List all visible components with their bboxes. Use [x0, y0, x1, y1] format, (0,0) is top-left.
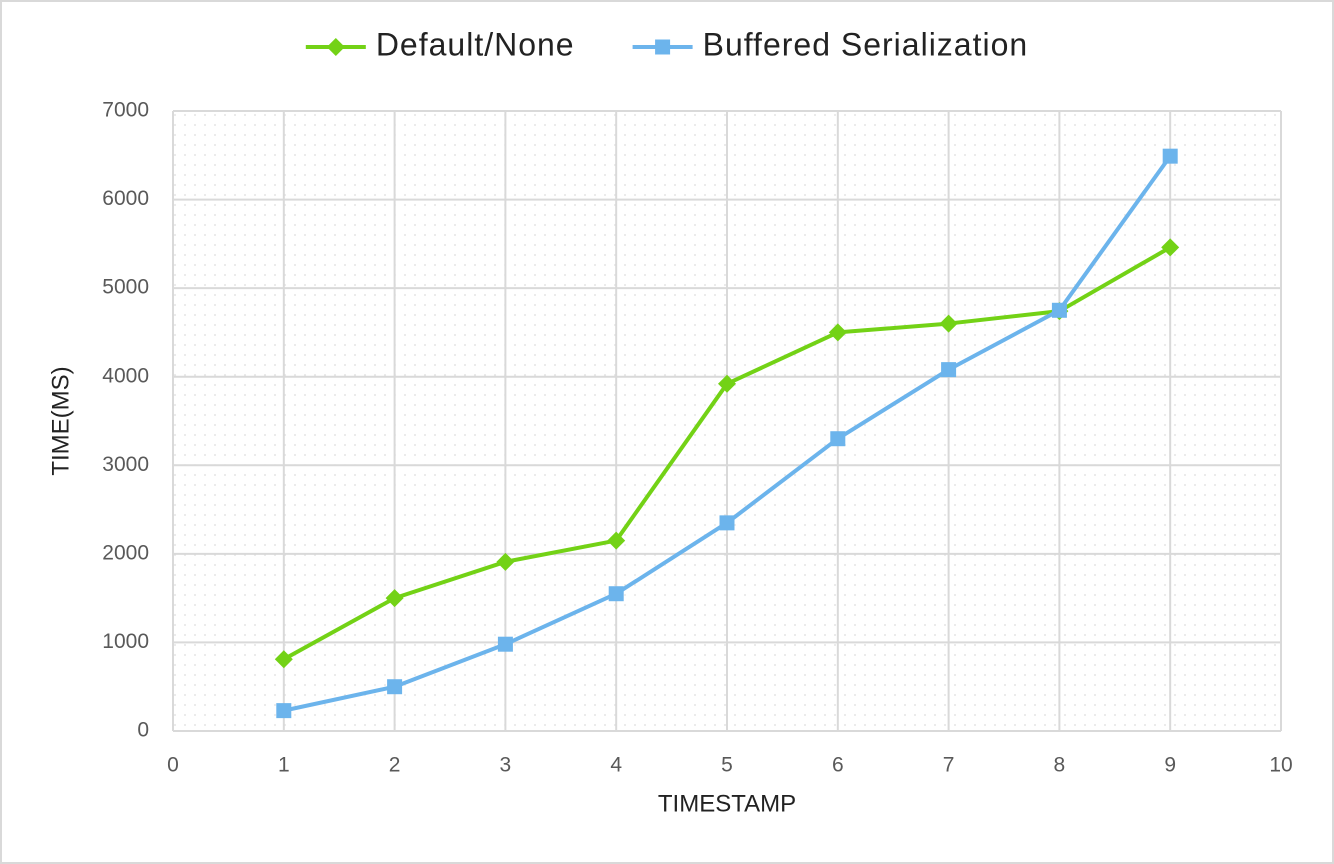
y-axis-title: TIME(MS)	[47, 366, 74, 475]
legend: Default/None Buffered Serialization	[305, 26, 1029, 62]
data-point	[1051, 302, 1067, 318]
data-point	[608, 586, 624, 602]
legend-label: Buffered Serialization	[703, 26, 1029, 62]
x-tick-label: 2	[389, 754, 401, 777]
data-point	[607, 531, 626, 550]
data-point	[385, 589, 404, 608]
y-tick-label: 5000	[102, 276, 149, 299]
y-tick-label: 2000	[102, 541, 149, 564]
y-tick-label: 4000	[102, 364, 149, 387]
data-point	[274, 650, 293, 669]
legend-marker	[326, 38, 345, 56]
data-point	[276, 703, 292, 719]
x-tick-label: 3	[500, 754, 512, 777]
y-tick-label: 1000	[102, 630, 149, 653]
y-tick-label: 6000	[102, 187, 149, 210]
x-tick-label: 8	[1054, 754, 1066, 777]
data-point	[828, 323, 847, 342]
y-tick-label: 3000	[102, 453, 149, 476]
x-tick-label: 1	[278, 754, 290, 777]
x-tick-label: 9	[1164, 754, 1176, 777]
x-tick-label: 6	[832, 754, 844, 777]
x-tick-label: 10	[1269, 754, 1292, 777]
data-point	[939, 314, 958, 333]
data-point	[497, 636, 513, 652]
data-point	[830, 431, 846, 447]
data-point	[496, 552, 515, 571]
x-tick-label: 5	[721, 754, 733, 777]
data-point	[1161, 238, 1180, 257]
data-point	[719, 515, 735, 531]
y-tick-label: 7000	[102, 99, 149, 122]
legend-label: Default/None	[376, 26, 575, 62]
x-tick-label: 0	[167, 754, 179, 777]
legend-marker	[655, 39, 671, 55]
data-point	[718, 374, 736, 393]
x-tick-label: 7	[943, 754, 955, 777]
x-axis-title: TIMESTAMP	[658, 790, 796, 817]
data-point	[387, 679, 403, 695]
y-tick-label: 0	[137, 719, 149, 742]
data-point	[941, 362, 957, 378]
x-tick-label: 4	[610, 754, 622, 777]
data-point	[1162, 148, 1178, 164]
